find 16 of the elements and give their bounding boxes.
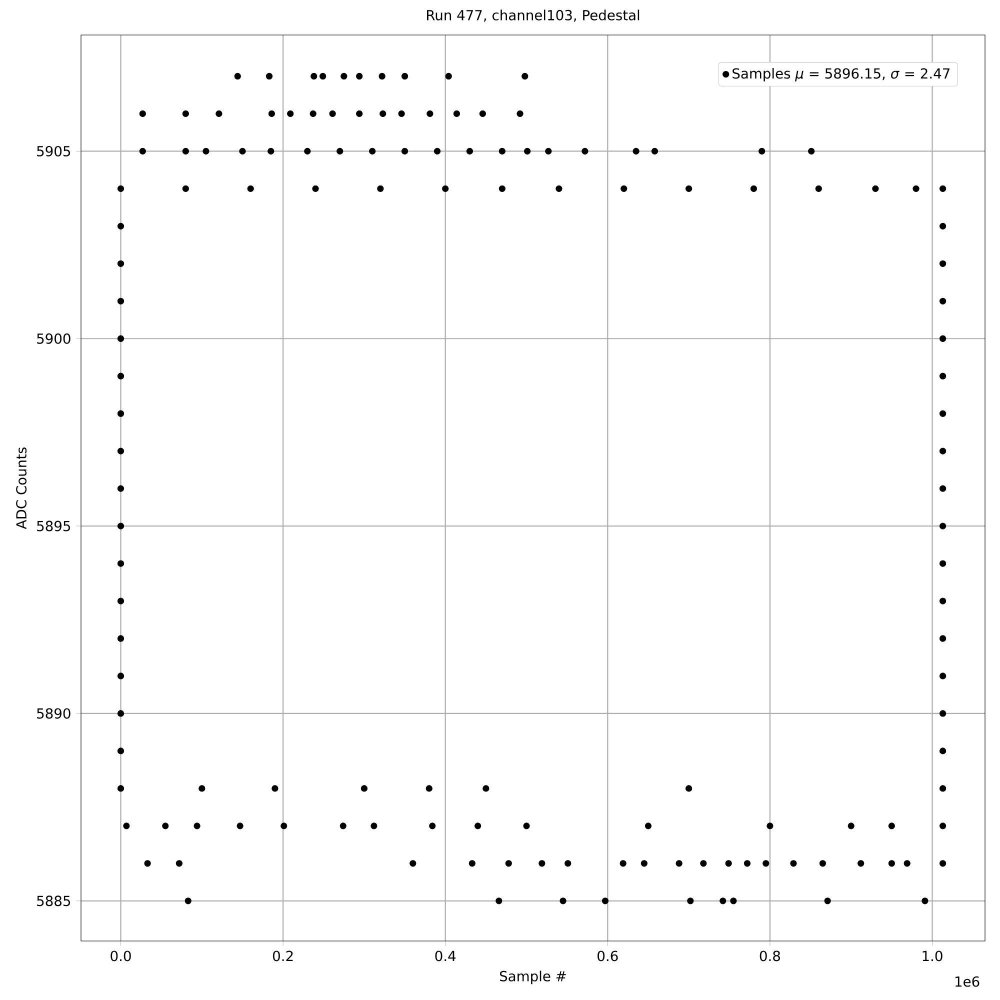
- y-tick-label: 5900: [37, 333, 70, 344]
- y-tick-label: 5885: [37, 896, 70, 906]
- x-tick-label: 0.0: [110, 950, 131, 962]
- y-tick-label: 5905: [37, 146, 70, 156]
- legend-label: Samples μ = 5896.15, σ = 2.47: [732, 68, 950, 82]
- x-tick-label: 1.0: [922, 950, 942, 962]
- x-tick-label: 0.6: [598, 950, 618, 962]
- chart-title: Run 477, channel103, Pedestal: [427, 10, 640, 22]
- y-axis-title: ADC Counts: [16, 447, 27, 530]
- x-axis-title: Sample #: [500, 970, 566, 984]
- x-tick-label: 0.4: [435, 950, 456, 962]
- text: 1e6: [956, 976, 980, 987]
- y-tick-label: 5895: [37, 520, 70, 532]
- x-tick-label: 0.2: [272, 950, 293, 962]
- x-tick-label: 0.8: [760, 950, 780, 962]
- y-tick-label: 5890: [37, 708, 70, 719]
